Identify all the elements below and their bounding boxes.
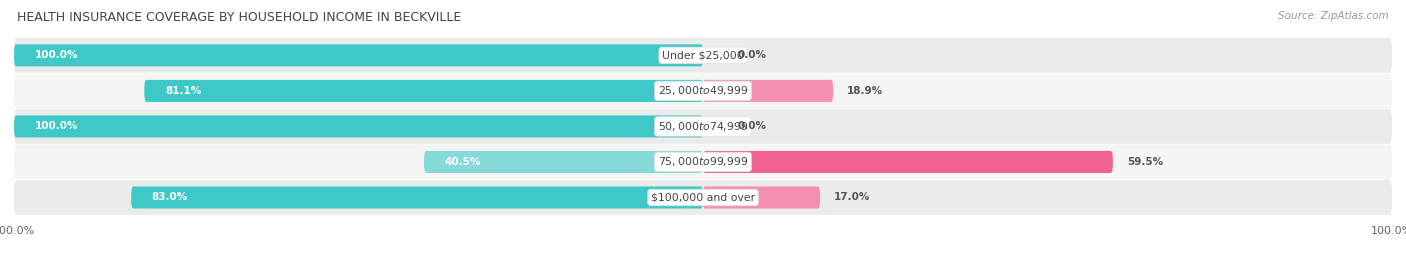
Text: 81.1%: 81.1% [165,86,201,96]
Text: 17.0%: 17.0% [834,193,870,203]
FancyBboxPatch shape [14,38,1392,73]
Text: 40.5%: 40.5% [444,157,481,167]
FancyBboxPatch shape [14,115,703,137]
Text: $100,000 and over: $100,000 and over [651,193,755,203]
Text: 100.0%: 100.0% [35,121,79,132]
Text: HEALTH INSURANCE COVERAGE BY HOUSEHOLD INCOME IN BECKVILLE: HEALTH INSURANCE COVERAGE BY HOUSEHOLD I… [17,11,461,24]
Text: 100.0%: 100.0% [35,50,79,60]
FancyBboxPatch shape [703,151,1114,173]
Text: $75,000 to $99,999: $75,000 to $99,999 [658,155,748,168]
FancyBboxPatch shape [131,186,703,208]
Text: 0.0%: 0.0% [738,121,766,132]
Text: $50,000 to $74,999: $50,000 to $74,999 [658,120,748,133]
Text: 18.9%: 18.9% [846,86,883,96]
Text: 0.0%: 0.0% [738,50,766,60]
FancyBboxPatch shape [425,151,703,173]
FancyBboxPatch shape [703,80,834,102]
FancyBboxPatch shape [14,73,1392,108]
FancyBboxPatch shape [14,109,1392,144]
Text: $25,000 to $49,999: $25,000 to $49,999 [658,84,748,97]
Text: 59.5%: 59.5% [1126,157,1163,167]
FancyBboxPatch shape [14,144,1392,179]
FancyBboxPatch shape [14,180,1392,215]
FancyBboxPatch shape [703,186,820,208]
Text: 83.0%: 83.0% [152,193,188,203]
FancyBboxPatch shape [145,80,703,102]
Text: Source: ZipAtlas.com: Source: ZipAtlas.com [1278,11,1389,21]
Text: Under $25,000: Under $25,000 [662,50,744,60]
FancyBboxPatch shape [14,44,703,66]
